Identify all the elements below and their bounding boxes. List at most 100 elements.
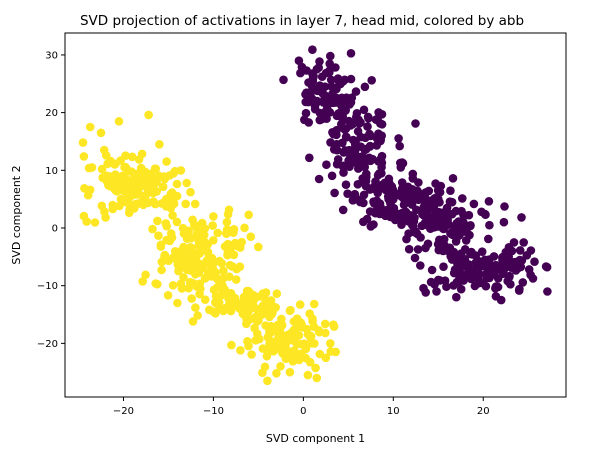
scatter-point [365, 142, 375, 151]
scatter-point [404, 244, 414, 254]
y-tick-label: −10 [37, 281, 58, 292]
scatter-point [312, 65, 322, 74]
x-tick-label: 20 [477, 406, 490, 417]
scatter-point [485, 220, 494, 230]
scatter-point [187, 258, 197, 268]
scatter-point [356, 118, 365, 127]
scatter-point [346, 49, 356, 58]
scatter-point [359, 105, 369, 115]
scatter-point [108, 200, 117, 210]
scatter-point [433, 186, 443, 195]
scatter-point [338, 138, 347, 148]
scatter-point [428, 212, 438, 222]
scatter-point [339, 168, 348, 177]
scatter-point [223, 210, 233, 219]
scatter-point [348, 196, 358, 205]
scatter-point [85, 122, 95, 132]
scatter-point [229, 228, 238, 237]
scatter-point [213, 294, 223, 304]
scatter-point [367, 76, 377, 85]
scatter-point [442, 282, 451, 292]
scatter-point [96, 128, 106, 138]
scatter-point [413, 245, 423, 254]
scatter-point [466, 221, 475, 230]
scatter-point [224, 240, 234, 250]
scatter-point [489, 252, 499, 261]
scatter-point [314, 174, 324, 184]
scatter-point [121, 151, 130, 160]
scatter-point [168, 211, 177, 220]
scatter-point [385, 179, 394, 188]
scatter-point [329, 145, 339, 154]
scatter-point [305, 153, 314, 163]
y-tick-label: 0 [52, 223, 58, 234]
scatter-point [260, 362, 270, 372]
scatter-point [530, 257, 539, 267]
scatter-point [480, 209, 490, 219]
scatter-point [334, 75, 343, 85]
scatter-point [439, 262, 448, 272]
scatter-point [369, 220, 378, 229]
y-tick-label: 10 [45, 166, 58, 177]
scatter-point [215, 256, 224, 266]
scatter-point [352, 109, 362, 118]
scatter-point [321, 328, 330, 338]
scatter-point [160, 174, 170, 184]
scatter-point [437, 237, 447, 246]
scatter-point [359, 190, 369, 200]
scatter-point [240, 223, 249, 233]
scatter-point [90, 218, 100, 227]
scatter-point [319, 112, 329, 122]
scatter-point [420, 190, 430, 200]
scatter-point [408, 221, 418, 231]
scatter-point [181, 199, 190, 209]
scatter-points [78, 45, 552, 386]
scatter-point [292, 331, 302, 341]
scatter-point [222, 217, 232, 227]
scatter-point [247, 350, 256, 359]
scatter-point [349, 149, 359, 159]
scatter-point [168, 281, 178, 290]
scatter-point [114, 117, 124, 126]
scatter-point [78, 138, 88, 147]
scatter-point [454, 217, 463, 226]
scatter-point [219, 266, 228, 276]
scatter-point [127, 167, 136, 176]
scatter-point [263, 376, 272, 386]
scatter-point [179, 229, 189, 238]
scatter-point [323, 105, 332, 114]
scatter-point [172, 248, 182, 258]
scatter-point [412, 194, 422, 204]
scatter-point [509, 238, 519, 247]
scatter-point [353, 127, 363, 136]
scatter-point [82, 217, 91, 226]
scatter-point [236, 346, 245, 355]
scatter-point [465, 266, 474, 276]
scatter-point [360, 82, 370, 92]
scatter-point [145, 174, 154, 184]
x-tick-label: −10 [203, 406, 224, 417]
scatter-point [377, 169, 386, 178]
scatter-point [265, 327, 274, 336]
scatter-point [235, 243, 245, 252]
scatter-point [326, 51, 335, 61]
scatter-point [340, 75, 350, 85]
scatter-point [512, 257, 521, 267]
scatter-point [420, 202, 429, 211]
scatter-point [148, 224, 157, 234]
scatter-point [408, 185, 417, 194]
x-axis-ticks: −20 −10 0 10 20 [113, 397, 490, 417]
scatter-point [158, 182, 168, 192]
scatter-point [115, 201, 124, 211]
scatter-point [408, 174, 418, 183]
scatter-point [100, 207, 109, 216]
scatter-point [276, 362, 285, 371]
scatter-point [219, 306, 228, 316]
scatter-point [362, 214, 372, 224]
scatter-point [385, 211, 394, 221]
scatter-point [360, 162, 370, 172]
scatter-point [419, 283, 428, 293]
scatter-point [129, 204, 139, 213]
scatter-point [431, 179, 440, 188]
scatter-point [292, 339, 302, 349]
